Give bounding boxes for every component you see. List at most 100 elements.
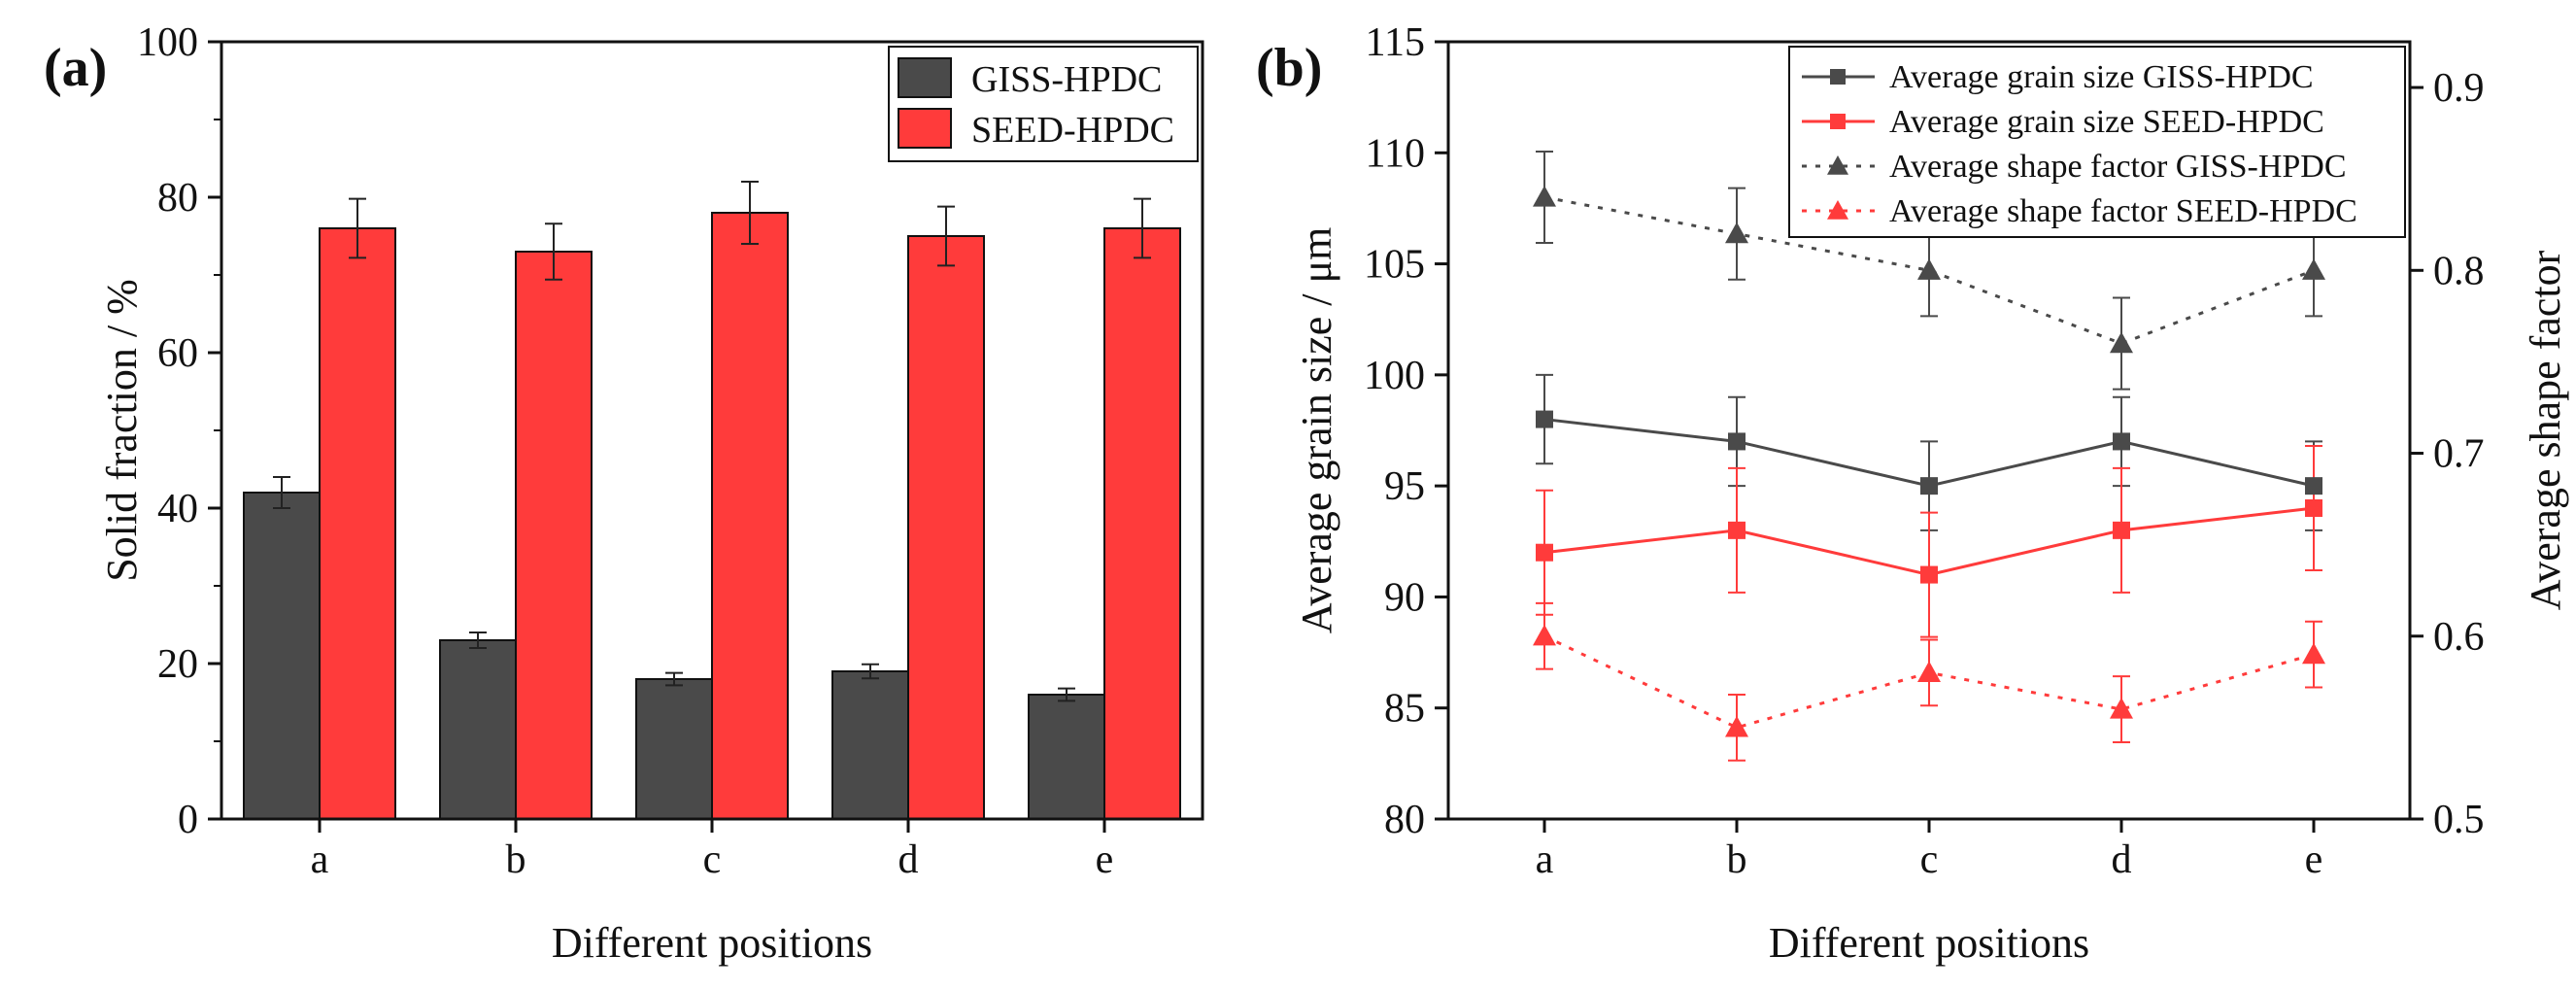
bar-seed-d bbox=[907, 235, 985, 820]
error-bar-seed-e bbox=[1134, 197, 1151, 259]
point-shape-seed-c bbox=[1917, 661, 1941, 683]
panel-b-y-axis-label: Average grain size / μm bbox=[1293, 227, 1340, 634]
y2-tick-label-0.8: 0.8 bbox=[2433, 249, 2485, 293]
panel-a-legend: GISS-HPDC SEED-HPDC bbox=[888, 46, 1199, 162]
panel-b-label: (b) bbox=[1256, 38, 1322, 98]
point-grain-seed-c bbox=[1920, 565, 1938, 584]
legend-label-grain-giss: Average grain size GISS-HPDC bbox=[1889, 59, 2314, 95]
legend-swatch-seed bbox=[898, 108, 952, 149]
y-tick-label-20: 20 bbox=[157, 642, 198, 687]
y-tick-label-115: 115 bbox=[1366, 20, 1425, 65]
panel-a-x-ticks: a b c d e bbox=[311, 819, 1114, 882]
error-bar-giss-e bbox=[1058, 687, 1075, 702]
x-tick-label-e: e bbox=[2305, 837, 2323, 882]
x-tick-label-e: e bbox=[1096, 837, 1114, 882]
y-tick-label-80: 80 bbox=[157, 176, 198, 221]
panel-b-legend: Average grain size GISS-HPDC Average gra… bbox=[1788, 46, 2406, 238]
y-tick-label-40: 40 bbox=[157, 487, 198, 531]
legend-label-grain-seed: Average grain size SEED-HPDC bbox=[1889, 104, 2324, 140]
y-tick-label-85: 85 bbox=[1384, 687, 1425, 732]
legend-marker-grain-giss bbox=[1830, 69, 1846, 85]
point-shape-giss-d bbox=[2110, 331, 2133, 354]
panel-b-x-axis-label: Different positions bbox=[1769, 919, 2089, 967]
point-grain-seed-b bbox=[1728, 521, 1746, 539]
x-tick-label-d: d bbox=[2112, 837, 2132, 882]
bar-giss-b bbox=[439, 639, 517, 820]
error-bar-giss-d bbox=[862, 663, 879, 680]
panel-b-left-y-ticks: 80 85 90 95 100 105 110 115 bbox=[1364, 20, 1448, 842]
point-shape-giss-a bbox=[1533, 186, 1556, 207]
error-bar-seed-c bbox=[741, 181, 759, 245]
panel-a: (a) 0 20 40 60 80 100 a b c d e Solid fraction / … bbox=[44, 20, 1204, 967]
y-tick-label-110: 110 bbox=[1366, 131, 1425, 176]
point-shape-giss-c bbox=[1917, 258, 1941, 280]
point-grain-giss-e bbox=[2305, 477, 2322, 495]
point-grain-giss-d bbox=[2113, 432, 2130, 451]
panel-a-bars bbox=[243, 212, 1181, 820]
error-bar-giss-b bbox=[469, 632, 487, 649]
panel-a-y-ticks: 0 20 40 60 80 100 bbox=[137, 20, 221, 842]
y-tick-label-95: 95 bbox=[1384, 464, 1425, 509]
legend-label-giss: GISS-HPDC bbox=[971, 59, 1162, 100]
y-tick-label-90: 90 bbox=[1384, 575, 1425, 620]
panel-b-right-y-ticks: 0.5 0.6 0.7 0.8 0.9 bbox=[2410, 66, 2485, 842]
bar-seed-b bbox=[515, 251, 593, 820]
x-tick-label-a: a bbox=[311, 837, 329, 882]
bar-giss-e bbox=[1028, 694, 1105, 820]
y2-tick-label-0.5: 0.5 bbox=[2433, 798, 2485, 842]
panel-a-x-axis-label: Different positions bbox=[552, 919, 872, 967]
point-grain-seed-e bbox=[2305, 499, 2322, 517]
legend-label-shape-giss: Average shape factor GISS-HPDC bbox=[1889, 149, 2347, 185]
panel-b-x-ticks: a b c d e bbox=[1536, 819, 2323, 882]
bar-giss-c bbox=[635, 678, 713, 820]
y2-tick-label-0.7: 0.7 bbox=[2433, 432, 2485, 477]
x-tick-label-b: b bbox=[506, 837, 526, 882]
legend-marker-grain-seed bbox=[1830, 114, 1846, 129]
bar-giss-d bbox=[831, 670, 909, 820]
y-tick-label-80: 80 bbox=[1384, 798, 1425, 842]
x-tick-label-c: c bbox=[703, 837, 722, 882]
panel-a-error-bars bbox=[273, 181, 1151, 702]
y2-tick-label-0.9: 0.9 bbox=[2433, 66, 2485, 111]
y-tick-label-105: 105 bbox=[1364, 243, 1425, 288]
panel-a-label: (a) bbox=[44, 38, 107, 98]
error-bar-giss-c bbox=[665, 671, 683, 687]
y-tick-label-0: 0 bbox=[178, 798, 198, 842]
point-grain-giss-b bbox=[1728, 432, 1746, 451]
panel-b-markers bbox=[1533, 186, 2325, 737]
legend-label-shape-seed: Average shape factor SEED-HPDC bbox=[1889, 193, 2357, 229]
panel-b: (b) 80 85 90 95 100 105 110 115 0.5 0.6 0.7 0.8 0.9… bbox=[1256, 20, 2569, 967]
point-grain-giss-c bbox=[1920, 477, 1938, 495]
error-bar-seed-a bbox=[349, 197, 366, 259]
point-shape-seed-b bbox=[1725, 715, 1748, 737]
x-tick-label-d: d bbox=[898, 837, 919, 882]
point-shape-seed-e bbox=[2302, 642, 2325, 665]
point-grain-seed-a bbox=[1536, 543, 1553, 562]
y-tick-label-60: 60 bbox=[157, 331, 198, 376]
point-shape-giss-e bbox=[2302, 258, 2325, 280]
point-shape-seed-d bbox=[2110, 698, 2133, 719]
panel-b-legend-box bbox=[1788, 46, 2406, 238]
bar-seed-e bbox=[1103, 227, 1181, 820]
bar-giss-a bbox=[243, 492, 321, 820]
legend-swatch-giss bbox=[898, 57, 952, 98]
panel-b-y2-axis-label: Average shape factor bbox=[2522, 250, 2569, 610]
legend-label-seed: SEED-HPDC bbox=[971, 110, 1174, 151]
bar-seed-c bbox=[711, 212, 789, 820]
y-tick-label-100: 100 bbox=[137, 20, 198, 65]
point-grain-seed-d bbox=[2113, 521, 2130, 539]
error-bar-seed-b bbox=[545, 222, 562, 281]
y2-tick-label-0.6: 0.6 bbox=[2433, 615, 2485, 660]
error-bar-seed-d bbox=[937, 205, 955, 267]
y-tick-label-100: 100 bbox=[1364, 354, 1425, 398]
x-tick-label-a: a bbox=[1536, 837, 1554, 882]
bar-seed-a bbox=[319, 227, 396, 820]
error-bar-giss-a bbox=[273, 476, 290, 509]
point-shape-seed-a bbox=[1533, 624, 1556, 646]
point-shape-giss-b bbox=[1725, 222, 1748, 244]
legend-marker-shape-giss bbox=[1827, 155, 1848, 175]
point-grain-giss-a bbox=[1536, 410, 1553, 428]
panel-a-y-axis-label: Solid fraction / % bbox=[98, 279, 146, 582]
x-tick-label-b: b bbox=[1727, 837, 1747, 882]
